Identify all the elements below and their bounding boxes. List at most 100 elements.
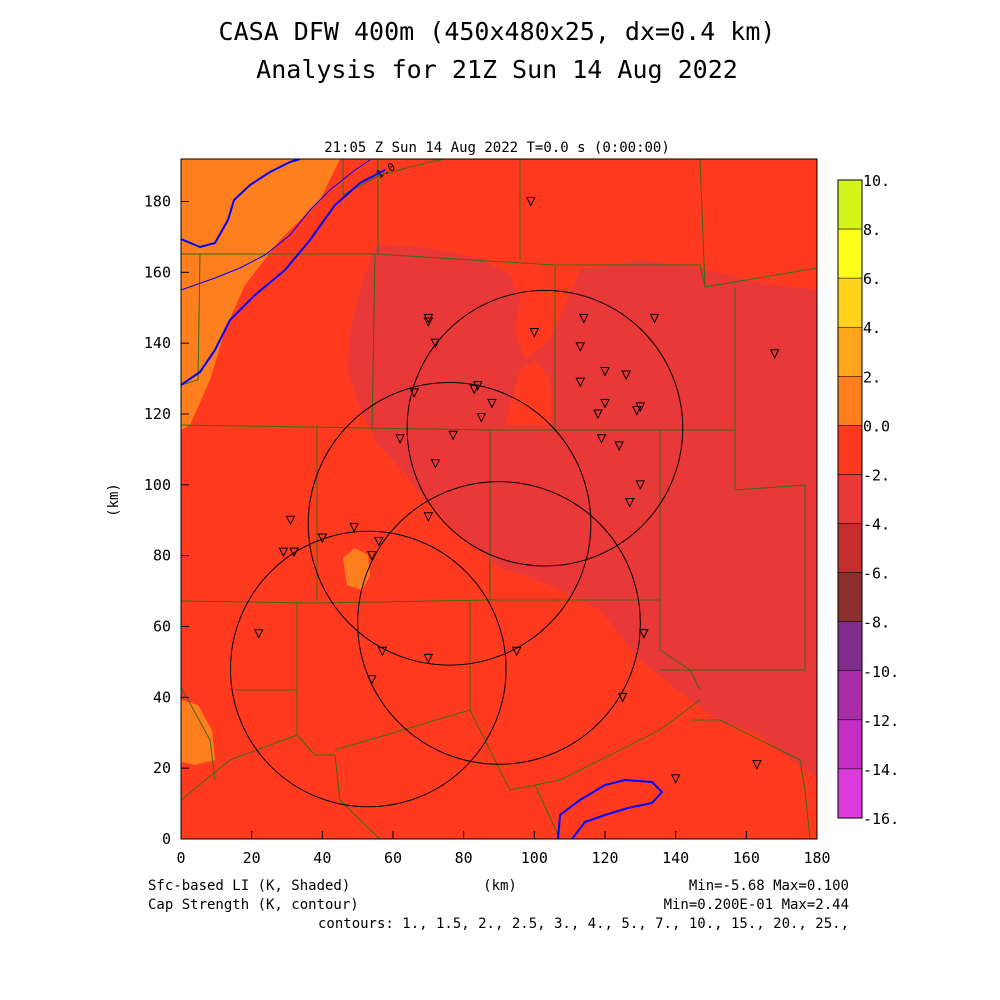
station-marker [423,653,434,664]
station-marker [289,547,299,558]
colorbar-label: 2. [863,368,881,386]
county-line-15 [296,734,381,839]
plot-subtitle: 21:05 Z Sun 14 Aug 2022 T=0.0 s (0:00:00… [324,140,670,156]
station-marker [600,367,610,377]
station-marker [600,398,610,409]
colorbar-label: -12. [863,712,899,730]
colorbar-label: -6. [863,565,890,583]
colorbar-swatch [837,474,863,524]
station-marker [593,409,603,420]
li-region-minus2-to-0-blob [343,548,370,590]
contour-levels: contours: 1., 1.5, 2., 2.5, 3., 4., 5., … [318,916,849,932]
y-tick-label: 0 [162,830,171,848]
station-marker [409,388,420,398]
station-marker [469,384,480,395]
y-tick-label: 180 [144,193,171,211]
county-line-0 [181,253,817,288]
station-marker [487,398,497,409]
y-tick-label: 160 [144,263,171,281]
radar-circle-2 [357,481,641,765]
county-line-19 [534,784,561,839]
station-marker [621,370,632,381]
x-tick-label: 100 [521,849,548,867]
colorbar-label: 0.0 [863,417,890,435]
station-marker [278,547,289,558]
x-tick-label: 20 [243,849,261,867]
y-tick-label: 80 [153,547,171,565]
shaded-min-max: Min=-5.68 Max=0.100 [689,878,849,894]
contour-blue-3 [181,159,371,291]
station-marker [423,512,434,522]
colorbar-swatch [837,326,863,377]
contour-blue-2 [181,169,386,386]
colorbar-swatch [837,376,863,426]
colorbar-label: 4. [863,319,881,337]
county-line-9 [660,287,806,671]
station-marker [448,430,458,441]
x-tick-label: 180 [803,849,830,867]
county-line-8 [181,253,201,386]
station-marker [635,480,646,490]
contour-blue-1 [181,159,301,249]
county-line-7 [342,159,446,196]
li-region-minus4-to-minus2-notch [505,360,552,425]
legend-shaded-label: Sfc-based LI (K, Shaded) [148,878,350,894]
colorbar-swatch [837,719,863,770]
station-marker [624,498,635,508]
station-marker [511,646,522,657]
county-line-5 [699,159,706,288]
station-marker [639,629,649,639]
colorbar-label: -8. [863,614,890,632]
station-marker [578,313,589,324]
station-marker [430,459,441,469]
colorbar: 10. 8. 6. 4. 2. 0.0 -2. -4. -6. -8. -10. -12. -14. -1… [837,172,899,828]
y-tick-label: 20 [153,759,171,777]
station-marker [377,646,388,657]
county-line-12 [659,430,701,691]
colorbar-swatch [837,621,863,672]
station-marker [253,629,264,639]
station-marker [430,338,441,349]
title-line-1: CASA DFW 400m (450x480x25, dx=0.4 km) [219,17,776,46]
station-marker [423,317,434,328]
station-marker [317,533,328,544]
station-marker [670,774,681,784]
station-marker [596,434,607,444]
x-tick-label: 80 [455,849,473,867]
x-tick-label: 120 [591,849,618,867]
colorbar-label: -14. [863,761,899,779]
li-region-minus2-to-0-northwest [181,159,340,430]
station-marker [349,522,359,533]
radar-circle-3 [229,530,507,808]
station-marker [769,349,780,359]
y-tick-label: 120 [144,405,171,423]
station-marker [635,402,646,413]
county-line-21 [181,686,216,781]
observation-stations [253,197,780,784]
colorbar-swatch [837,179,863,230]
colorbar-label: 8. [863,221,881,239]
colorbar-label: -4. [863,516,890,534]
station-marker [529,328,540,338]
colorbar-label: 6. [863,270,881,288]
x-tick-label: 60 [384,849,402,867]
radar-circle-0 [406,289,684,567]
y-tick-label: 140 [144,334,171,352]
y-axis-label: (km) [106,483,122,517]
station-marker [476,413,487,423]
x-axis-ticks: 0 20 40 60 80 100 120 140 160 180 [176,831,831,867]
contour-min-max: Min=0.200E-01 Max=2.44 [664,897,849,913]
y-axis-ticks: 0 20 40 60 80 100 120 140 160 180 [144,193,189,848]
x-tick-label: 160 [733,849,760,867]
station-marker [575,342,586,352]
station-marker [617,692,628,703]
colorbar-frame [837,179,863,819]
contour-blue-4 [557,778,664,839]
county-line-3 [371,253,376,431]
station-marker [752,760,762,770]
x-tick-label: 0 [176,849,185,867]
li-region-minus2-to-0-southwest [181,700,215,765]
y-tick-label: 100 [144,476,171,494]
county-line-14 [181,690,298,801]
